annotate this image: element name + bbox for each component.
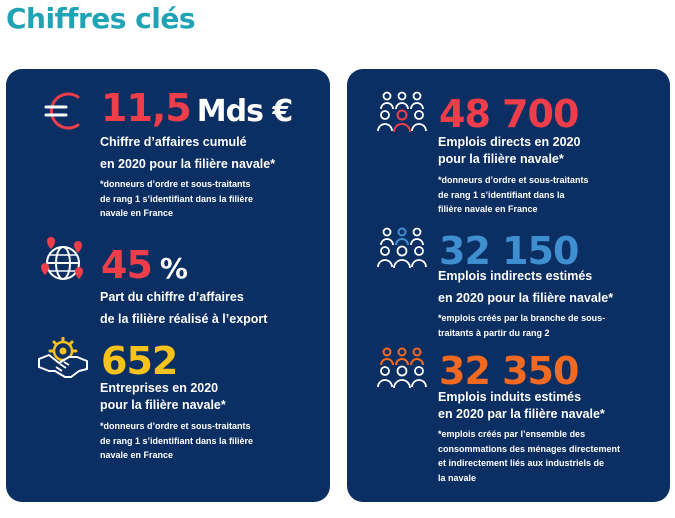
euro-icon [40,87,88,140]
companies-label: Entreprises en 2020 pour la filière nava… [100,381,226,412]
people-group-icon [377,227,427,274]
export-label: Part du chiffre d’affaires de la filière… [100,290,268,326]
indirect-jobs-note: *emplois créés par la branche de sous- t… [438,313,606,338]
people-group-icon [377,347,427,394]
revenue-unit: Mds € [196,94,294,129]
export-unit: % [159,252,188,285]
revenue-label: Chiffre d’affaires cumulé en 2020 pour l… [100,135,276,171]
revenue-value: 11,5 [101,86,192,130]
direct-jobs-label: Emplois directs en 2020 pour la filière … [438,135,581,166]
companies-value: 652 [101,339,178,383]
indirect-jobs-value: 32 150 [439,229,579,273]
induced-jobs-note: *emplois créés par l’ensemble des consom… [438,429,621,483]
handshake-gear-icon [36,336,90,386]
export-value: 45 [101,243,153,287]
induced-jobs-value: 32 350 [439,349,579,393]
page-title: Chiffres clés [6,2,196,35]
right-panel: 48 700 Emplois directs en 2020 pour la f… [347,69,670,502]
people-group-icon [377,91,427,138]
left-panel: 11,5 Mds € Chiffre d’affaires cumulé en 2… [6,69,330,502]
direct-jobs-value: 48 700 [439,92,579,136]
direct-jobs-note: *donneurs d’ordre et sous-traitants de r… [438,175,589,214]
globe-pins-icon [38,237,88,288]
companies-note: *donneurs d’ordre et sous-traitants de r… [100,421,254,460]
indirect-jobs-label: Emplois indirects estimés en 2020 pour l… [438,269,614,305]
revenue-note: *donneurs d’ordre et sous-traitants de r… [100,179,254,218]
induced-jobs-label: Emplois induits estimés en 2020 par la f… [438,390,605,421]
